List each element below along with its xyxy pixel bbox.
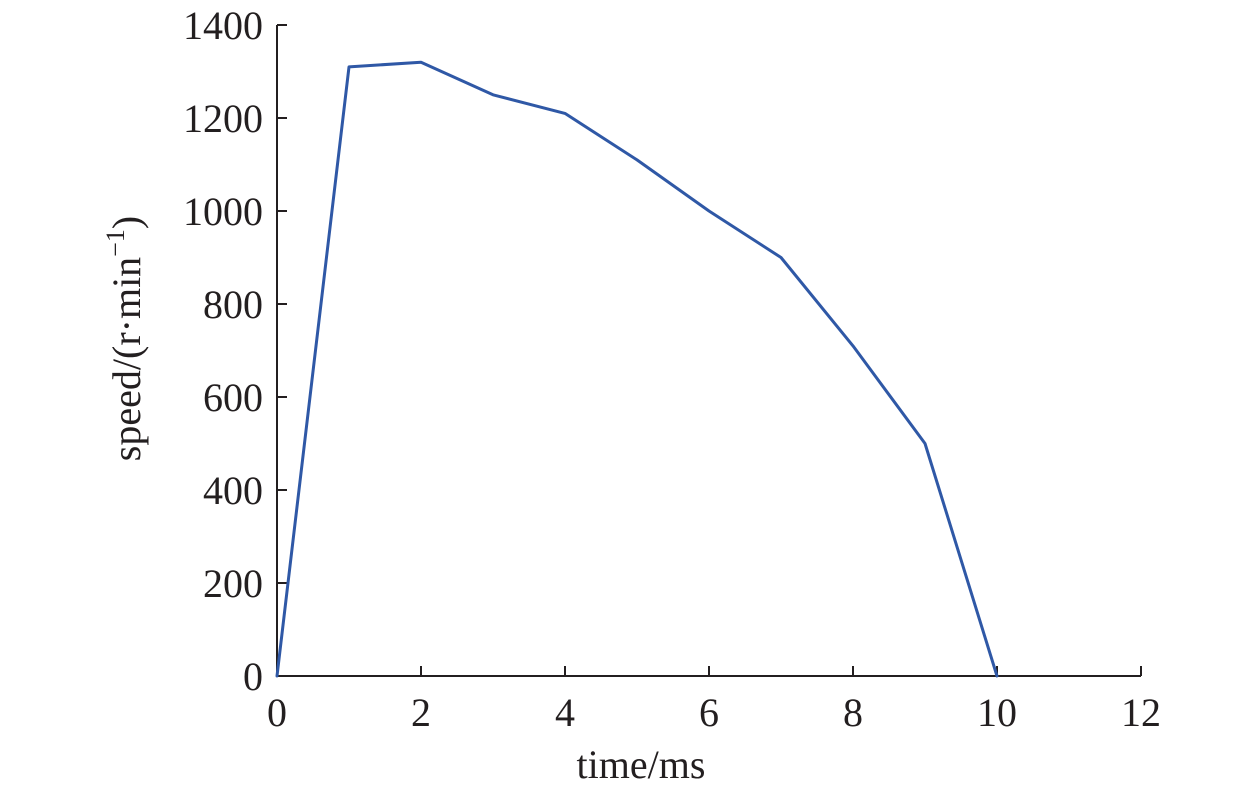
y-tick-label: 1000 [183, 189, 263, 234]
axes [276, 25, 1141, 677]
y-tick-label: 200 [203, 561, 263, 606]
series-layer [275, 60, 999, 678]
x-axis-ticks: 0 2 4 6 8 10 12 [267, 666, 1161, 735]
y-axis-title-close: ) [104, 216, 149, 229]
x-tick-label: 10 [977, 690, 1017, 735]
y-tick-label: 400 [203, 468, 263, 513]
y-axis-title: speed/(r·min−1) [101, 216, 149, 461]
y-tick-label: 800 [203, 282, 263, 327]
x-tick-label: 2 [411, 690, 431, 735]
series-line [275, 60, 999, 678]
y-axis-ticks: 0 200 400 600 800 1000 1200 1400 [183, 3, 287, 699]
x-tick-label: 12 [1121, 690, 1161, 735]
y-axis-title-superscript: −1 [101, 229, 130, 257]
x-axis-title: time/ms [577, 742, 706, 787]
x-tick-label: 4 [555, 690, 575, 735]
y-tick-label: 600 [203, 375, 263, 420]
x-tick-label: 0 [267, 690, 287, 735]
y-tick-label: 1200 [183, 96, 263, 141]
y-tick-label: 0 [243, 654, 263, 699]
y-axis-title-main: speed/(r·min [104, 257, 149, 461]
y-tick-label: 1400 [183, 3, 263, 48]
x-tick-label: 6 [699, 690, 719, 735]
x-tick-label: 8 [843, 690, 863, 735]
